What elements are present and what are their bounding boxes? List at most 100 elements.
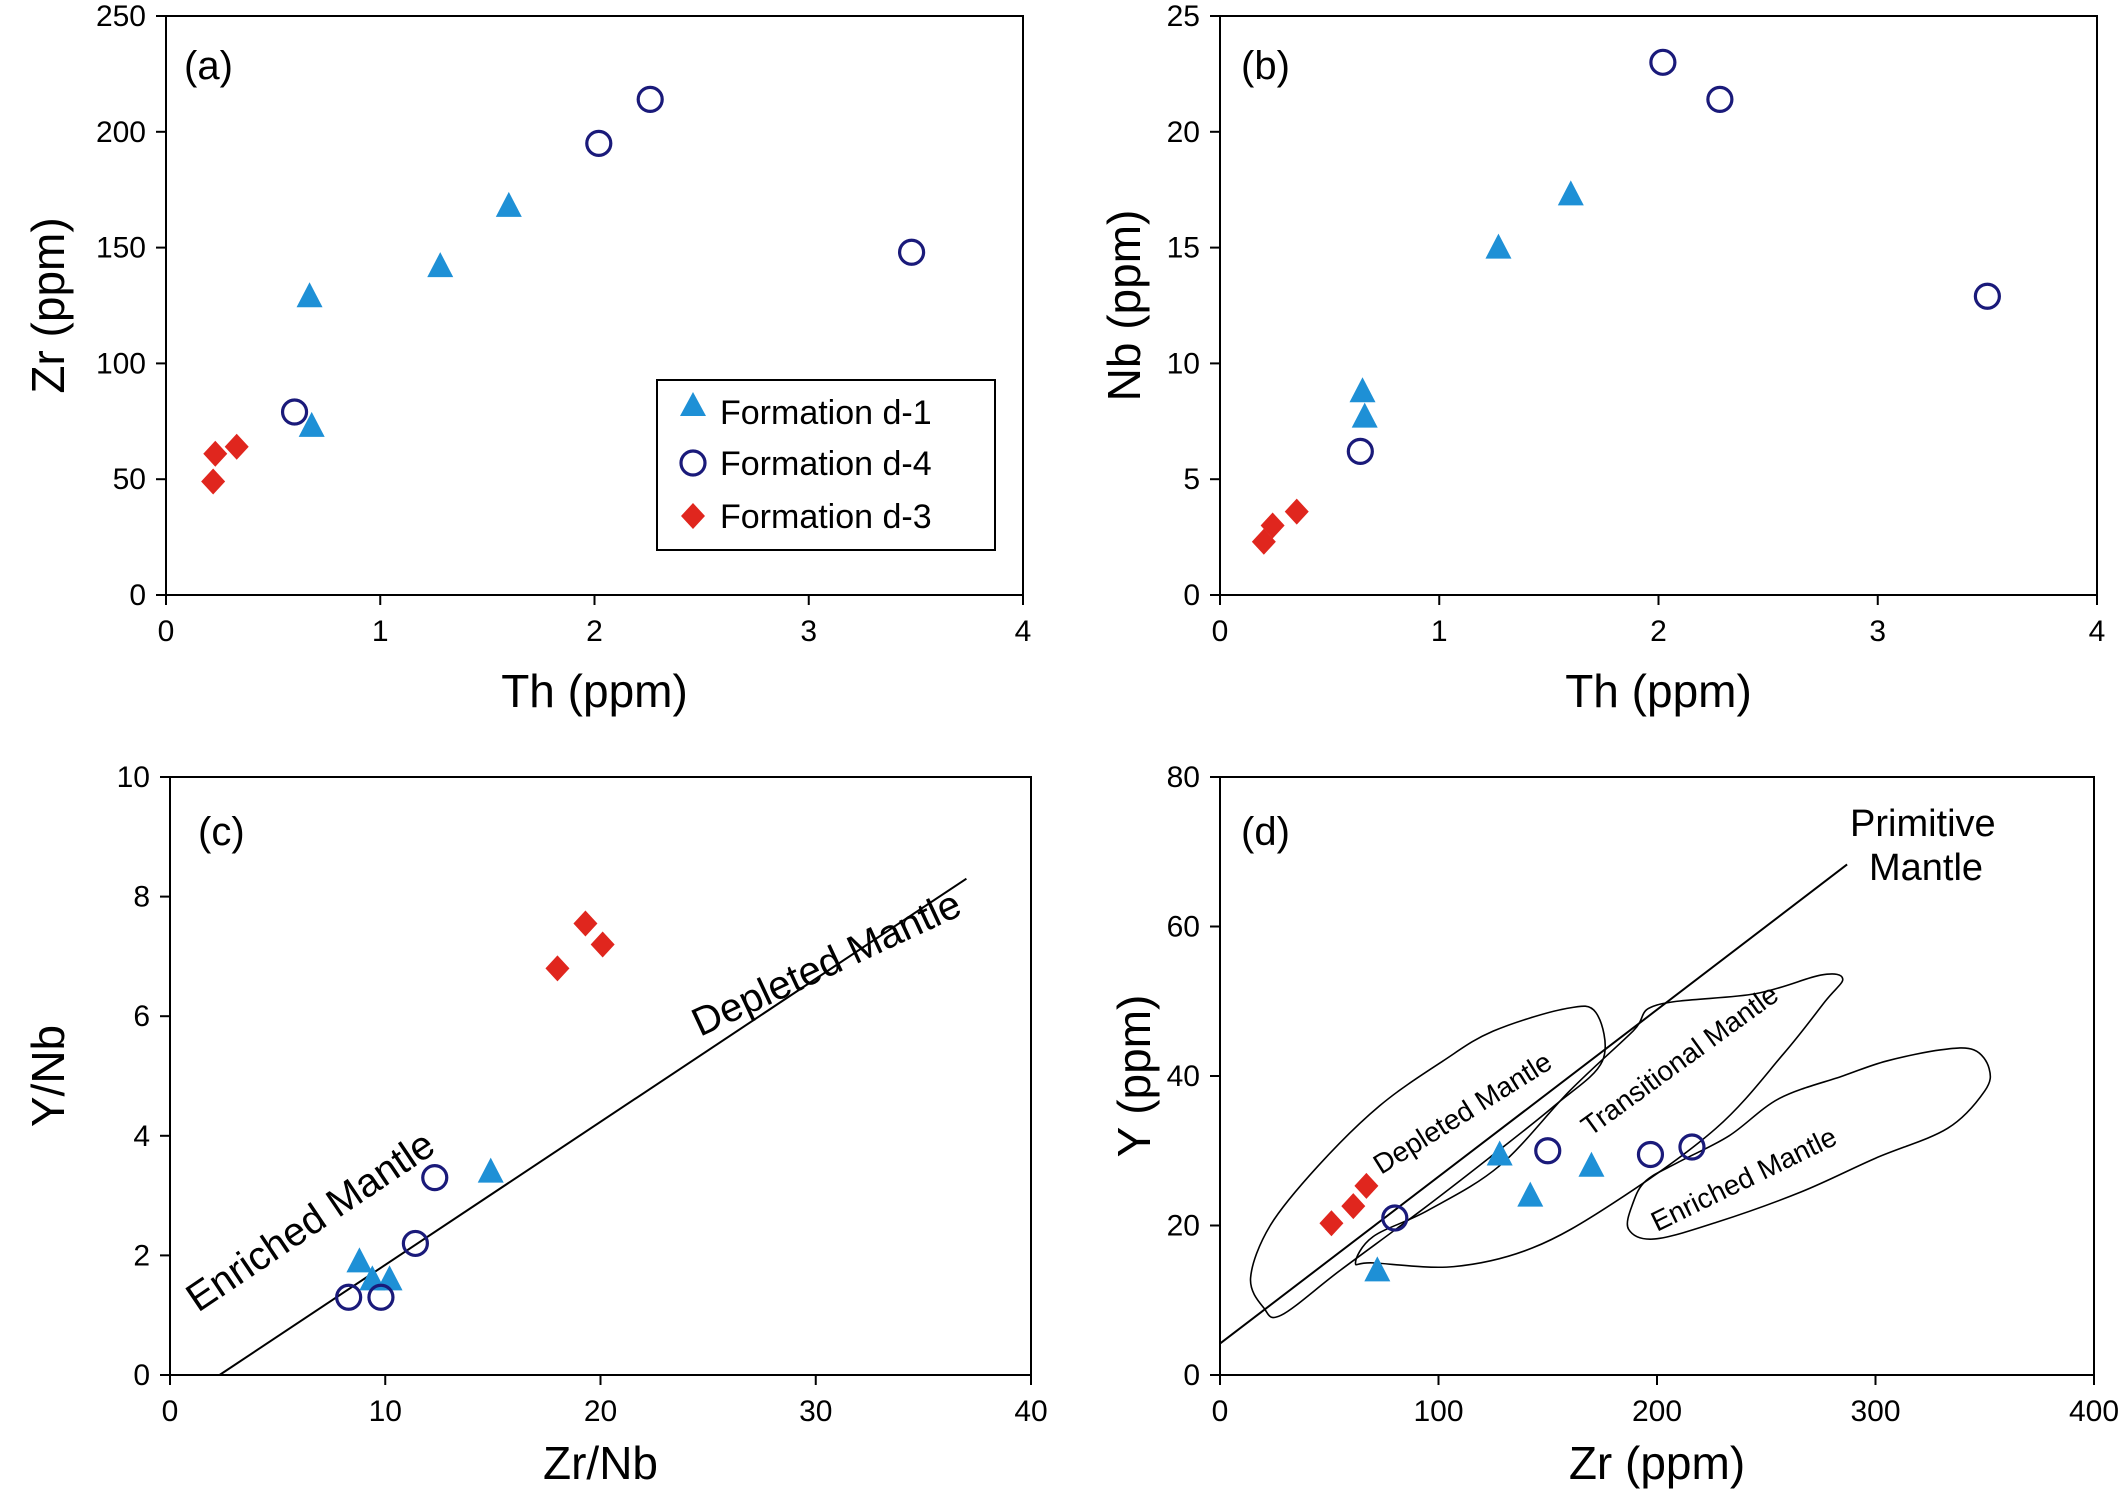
panel-label: (b)	[1241, 44, 1290, 88]
y-axis-title: Nb (ppm)	[1098, 210, 1150, 402]
y-tick-label: 20	[1167, 116, 1200, 149]
data-point-formation-d1	[1364, 1256, 1391, 1282]
y-tick-label: 6	[133, 1000, 150, 1033]
legend-entry-label: Formation d-3	[720, 498, 932, 536]
plot-frame	[1219, 15, 2098, 596]
data-point-formation-d1	[1578, 1151, 1605, 1177]
panel-c: 0 10 20 30 40 0 2 4 6 8 10 Zr/Nb Y/Nb (c)	[22, 761, 1048, 1489]
data-point-formation-d1	[477, 1157, 504, 1183]
y-tick-label: 5	[1183, 463, 1200, 496]
enriched-mantle-label: Enriched Mantle	[178, 1122, 442, 1320]
y-tick-label: 20	[1167, 1210, 1200, 1243]
y-tick-label: 25	[1167, 0, 1200, 33]
x-tick-label: 0	[1212, 1395, 1229, 1428]
data-point-formation-d3	[1284, 498, 1309, 525]
data-point-formation-d4	[636, 85, 664, 113]
data-point-formation-d1	[1517, 1181, 1544, 1207]
data-point-formation-d4	[421, 1164, 449, 1192]
y-tick-label: 10	[1167, 347, 1200, 380]
mantle-field-outline	[1626, 1047, 1992, 1240]
data-point-formation-d1	[495, 191, 522, 217]
y-tick-label: 2	[133, 1239, 150, 1272]
y-tick-label: 50	[113, 463, 146, 496]
panel-label: (c)	[198, 810, 245, 854]
x-axis-title: Zr (ppm)	[1569, 1437, 1745, 1489]
plot-frame	[169, 776, 1032, 1376]
x-tick-label: 20	[584, 1395, 617, 1428]
data-point-formation-d1	[1485, 233, 1512, 259]
data-point-formation-d4	[335, 1283, 363, 1311]
y-tick-label: 80	[1167, 761, 1200, 794]
x-tick-label: 0	[1212, 615, 1229, 648]
data-point-formation-d1	[1349, 377, 1376, 403]
y-tick-label: 200	[96, 116, 146, 149]
x-tick-label: 1	[1431, 615, 1448, 648]
data-point-formation-d4	[280, 398, 309, 426]
x-axis-title: Th (ppm)	[1565, 665, 1752, 717]
data-point-formation-d1	[427, 252, 454, 278]
data-point-formation-d4	[1649, 48, 1677, 76]
legend-marker-triangle	[680, 392, 706, 416]
panel-d: 0 100 200 300 400 0 20 40 60 80 Zr (ppm) Y (ppm) (d)	[1108, 761, 2119, 1489]
y-tick-label: 40	[1167, 1060, 1200, 1093]
x-tick-label: 200	[1632, 1395, 1682, 1428]
data-point-formation-d3	[590, 931, 615, 958]
x-tick-label: 4	[2089, 615, 2106, 648]
x-tick-label: 40	[1014, 1395, 1047, 1428]
y-tick-label: 8	[133, 881, 150, 914]
y-tick-label: 0	[1183, 579, 1200, 612]
x-tick-label: 0	[158, 615, 175, 648]
y-tick-label: 0	[133, 1359, 150, 1392]
reference-line	[218, 877, 967, 1376]
x-axis-title: Zr/Nb	[543, 1437, 658, 1489]
mantle-field-outline	[1354, 973, 1844, 1269]
x-tick-label: 3	[1869, 615, 1886, 648]
y-axis-title: Y (ppm)	[1108, 995, 1160, 1158]
data-point-formation-d4	[1534, 1137, 1562, 1165]
mantle-field-outline	[1249, 1005, 1606, 1319]
data-point-formation-d1	[346, 1247, 373, 1273]
x-tick-label: 10	[369, 1395, 402, 1428]
panel-label: (d)	[1241, 810, 1290, 854]
panel-a: 0 1 2 3 4 0 50 100 150 200 250 Th (ppm) Zr (ppm) (a)	[22, 0, 1031, 717]
y-tick-label: 15	[1167, 232, 1200, 265]
data-point-formation-d3	[203, 440, 228, 467]
y-tick-label: 100	[96, 347, 146, 380]
depleted-mantle-field-label: Depleted Mantle	[1368, 1046, 1557, 1180]
x-tick-label: 400	[2069, 1395, 2119, 1428]
x-tick-label: 300	[1850, 1395, 1900, 1428]
panel-label: (a)	[184, 44, 233, 88]
reference-line	[1219, 863, 1848, 1345]
panel-c-annotations: Depleted Mantle Enriched Mantle	[178, 882, 967, 1320]
data-point-formation-d4	[585, 129, 613, 157]
x-tick-label: 100	[1413, 1395, 1463, 1428]
enriched-mantle-field-label: Enriched Mantle	[1646, 1121, 1841, 1238]
y-axis-title: Y/Nb	[22, 1025, 74, 1127]
data-point-formation-d1	[1557, 180, 1584, 206]
data-point-formation-d3	[201, 468, 226, 495]
x-tick-label: 2	[586, 615, 603, 648]
panel-d-annotations: Primitive Mantle Depleted Mantle Transit…	[1368, 803, 1996, 1237]
panel-b: 0 1 2 3 4 0 5 10 15 20 25 Th (ppm) Nb (ppm) (b)	[1098, 0, 2105, 717]
y-tick-label: 10	[117, 761, 150, 794]
data-point-formation-d4	[401, 1229, 429, 1258]
data-point-formation-d1	[1351, 402, 1378, 428]
y-axis-title: Zr (ppm)	[22, 217, 74, 393]
mantle-label: Mantle	[1869, 847, 1983, 889]
y-tick-label: 60	[1167, 911, 1200, 944]
y-tick-label: 0	[129, 579, 146, 612]
data-point-formation-d4	[897, 238, 926, 266]
legend-marker-circle	[679, 449, 707, 477]
primitive-label: Primitive	[1850, 803, 1996, 845]
x-tick-label: 30	[799, 1395, 832, 1428]
y-tick-label: 0	[1183, 1359, 1200, 1392]
depleted-mantle-label: Depleted Mantle	[685, 882, 968, 1045]
x-tick-label: 3	[800, 615, 817, 648]
legend: Formation d-1 Formation d-4 Formation d-…	[656, 379, 996, 551]
data-point-formation-d4	[1973, 282, 2001, 310]
x-tick-label: 0	[162, 1395, 179, 1428]
data-point-formation-d3	[545, 955, 570, 982]
data-point-formation-d4	[367, 1283, 395, 1311]
data-point-formation-d4	[1678, 1133, 1706, 1161]
